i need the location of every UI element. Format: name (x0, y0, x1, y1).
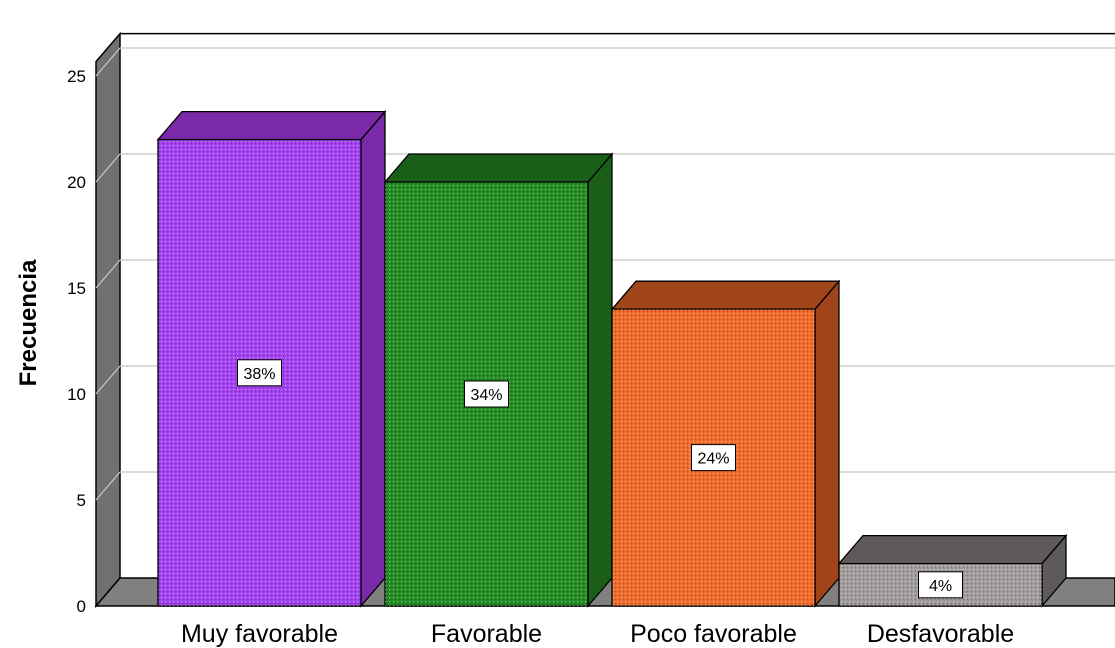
category-label: Favorable (431, 620, 542, 648)
left-wall (95, 31, 121, 609)
y-tick-label: 5 (77, 491, 86, 510)
y-axis-ticks: 0 5 10 15 20 25 (67, 67, 86, 616)
bar-top (383, 153, 614, 183)
bar-top (837, 534, 1068, 565)
data-label-box (918, 571, 963, 599)
bar-2 (610, 279, 841, 608)
data-label-text: 38% (243, 366, 275, 383)
data-label-text: 24% (697, 451, 729, 468)
bar-side (814, 279, 840, 608)
grid-line-side (95, 153, 121, 183)
bars (156, 109, 1068, 608)
bar-0 (156, 109, 387, 608)
y-axis-title: Frecuencia (15, 259, 42, 386)
category-label: Muy favorable (181, 620, 338, 648)
data-label-2: 24% (691, 444, 736, 472)
y-tick-label: 10 (67, 385, 86, 404)
y-tick-label: 25 (67, 67, 86, 86)
bar-side (587, 152, 613, 608)
data-label-box (464, 380, 509, 408)
bar-1 (383, 152, 614, 608)
bar-side (360, 109, 386, 608)
data-labels: 38% 34% 24% 4% (237, 359, 963, 599)
data-label-0: 38% (237, 359, 282, 387)
data-label-text: 4% (929, 578, 952, 595)
category-label: Poco favorable (630, 620, 797, 648)
data-label-box (237, 359, 282, 387)
y-tick-label: 20 (67, 173, 86, 192)
bar-top (156, 110, 387, 141)
y-tick-label: 15 (67, 279, 86, 298)
bar-3 (837, 533, 1068, 608)
y-tick-label: 0 (77, 597, 86, 616)
category-label: Desfavorable (867, 620, 1014, 648)
data-label-3: 4% (918, 571, 963, 599)
grid-line-side (95, 471, 121, 501)
bar-top (610, 280, 841, 310)
data-label-text: 34% (470, 387, 502, 404)
grid-line-side (95, 47, 121, 77)
category-labels: Muy favorable Favorable Poco favorable Desf… (181, 620, 1014, 648)
data-label-box (691, 444, 736, 472)
grid-line-side (95, 365, 121, 395)
data-label-1: 34% (464, 380, 509, 408)
grid-line-side (95, 259, 121, 289)
